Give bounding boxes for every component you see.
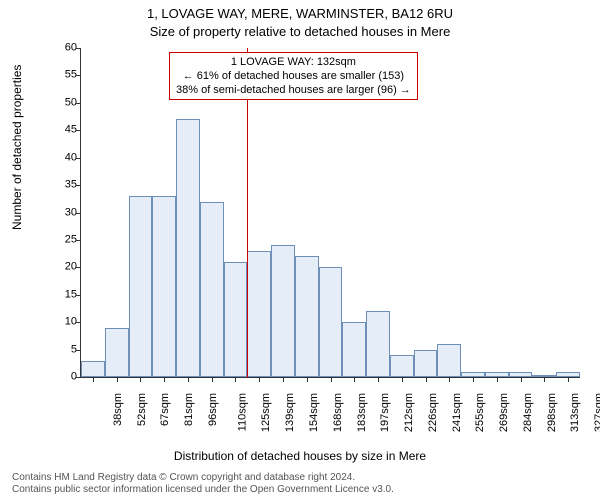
plot-area: 05101520253035404550556038sqm52sqm67sqm8… [80, 48, 580, 378]
histogram-bar [437, 344, 461, 377]
x-tick-label: 313sqm [569, 393, 581, 432]
x-tick-mark [283, 377, 284, 382]
histogram-bar [366, 311, 390, 377]
histogram-bar [176, 119, 200, 377]
x-tick-mark [521, 377, 522, 382]
y-tick-label: 35 [47, 180, 77, 191]
y-tick-mark [76, 350, 81, 351]
x-tick-label: 139sqm [284, 393, 296, 432]
y-tick-mark [76, 130, 81, 131]
y-tick-mark [76, 267, 81, 268]
x-tick-label: 38sqm [112, 393, 124, 426]
histogram-bar [390, 355, 414, 377]
y-tick-mark [76, 322, 81, 323]
chart-title-sub: Size of property relative to detached ho… [0, 24, 600, 39]
plot-outer: 05101520253035404550556038sqm52sqm67sqm8… [50, 48, 580, 412]
x-tick-label: 241sqm [451, 393, 463, 432]
y-tick-mark [76, 75, 81, 76]
x-tick-mark [497, 377, 498, 382]
x-tick-mark [378, 377, 379, 382]
y-tick-mark [76, 240, 81, 241]
y-tick-label: 60 [47, 43, 77, 54]
y-tick-label: 20 [47, 262, 77, 273]
x-tick-label: 168sqm [332, 393, 344, 432]
y-tick-mark [76, 185, 81, 186]
x-tick-label: 255sqm [474, 393, 486, 432]
x-tick-label: 96sqm [207, 393, 219, 426]
x-tick-mark [164, 377, 165, 382]
footer: Contains HM Land Registry data © Crown c… [12, 472, 394, 496]
x-tick-label: 110sqm [236, 393, 248, 431]
y-tick-label: 0 [47, 372, 77, 383]
y-axis-label: Number of detached properties [10, 65, 24, 230]
x-tick-label: 52sqm [136, 393, 148, 426]
info-box: 1 LOVAGE WAY: 132sqm← 61% of detached ho… [169, 52, 418, 100]
footer-line-2: Contains public sector information licen… [12, 484, 394, 496]
y-tick-label: 25 [47, 234, 77, 245]
x-tick-mark [117, 377, 118, 382]
x-tick-label: 81sqm [183, 393, 195, 426]
histogram-bar [81, 361, 105, 377]
x-tick-label: 226sqm [427, 393, 439, 432]
x-tick-mark [426, 377, 427, 382]
x-tick-label: 298sqm [546, 393, 558, 432]
x-tick-mark [331, 377, 332, 382]
y-tick-mark [76, 48, 81, 49]
x-tick-mark [307, 377, 308, 382]
chart-container: 1, LOVAGE WAY, MERE, WARMINSTER, BA12 6R… [0, 0, 600, 500]
x-tick-label: 183sqm [356, 393, 368, 432]
info-box-line: 1 LOVAGE WAY: 132sqm [176, 55, 411, 69]
x-axis-label: Distribution of detached houses by size … [0, 449, 600, 463]
x-tick-label: 269sqm [498, 393, 510, 432]
x-tick-label: 212sqm [403, 393, 415, 432]
x-tick-mark [402, 377, 403, 382]
x-tick-mark [473, 377, 474, 382]
histogram-bar [271, 245, 295, 377]
y-tick-label: 50 [47, 97, 77, 108]
footer-line-1: Contains HM Land Registry data © Crown c… [12, 472, 394, 484]
histogram-bar [295, 256, 319, 377]
x-tick-label: 67sqm [159, 393, 171, 426]
histogram-bar [200, 202, 224, 377]
histogram-bar [247, 251, 271, 377]
y-tick-label: 15 [47, 289, 77, 300]
x-tick-mark [188, 377, 189, 382]
x-tick-mark [568, 377, 569, 382]
x-tick-mark [212, 377, 213, 382]
histogram-bar [129, 196, 153, 377]
y-tick-label: 55 [47, 70, 77, 81]
chart-title-main: 1, LOVAGE WAY, MERE, WARMINSTER, BA12 6R… [0, 6, 600, 21]
y-tick-mark [76, 213, 81, 214]
y-tick-mark [76, 295, 81, 296]
info-box-line: ← 61% of detached houses are smaller (15… [176, 69, 411, 83]
histogram-bar [319, 267, 343, 377]
x-tick-mark [544, 377, 545, 382]
x-tick-label: 327sqm [593, 393, 600, 432]
y-tick-mark [76, 103, 81, 104]
x-tick-mark [93, 377, 94, 382]
x-tick-label: 125sqm [261, 393, 273, 432]
histogram-bar [105, 328, 129, 377]
y-tick-label: 40 [47, 152, 77, 163]
y-tick-label: 5 [47, 344, 77, 355]
y-tick-label: 10 [47, 317, 77, 328]
x-tick-mark [449, 377, 450, 382]
y-tick-mark [76, 158, 81, 159]
x-tick-label: 154sqm [308, 393, 320, 432]
info-box-line: 38% of semi-detached houses are larger (… [176, 83, 411, 97]
x-tick-mark [235, 377, 236, 382]
histogram-bar [414, 350, 438, 377]
histogram-bar [342, 322, 366, 377]
y-tick-mark [76, 377, 81, 378]
x-tick-mark [259, 377, 260, 382]
x-tick-label: 197sqm [379, 393, 391, 432]
x-tick-mark [354, 377, 355, 382]
x-tick-label: 284sqm [522, 393, 534, 432]
histogram-bar [152, 196, 176, 377]
histogram-bar [224, 262, 248, 377]
y-tick-label: 45 [47, 125, 77, 136]
y-tick-label: 30 [47, 207, 77, 218]
x-tick-mark [140, 377, 141, 382]
